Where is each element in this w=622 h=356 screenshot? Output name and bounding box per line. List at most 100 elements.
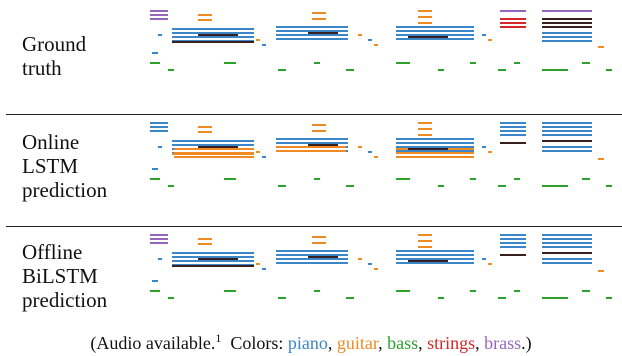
piano-note (542, 150, 592, 152)
bass-note (542, 185, 568, 187)
row-label-online-lstm: Online LSTM prediction (22, 130, 107, 202)
bass-note (514, 178, 520, 180)
piano-note (500, 242, 526, 244)
guitar-note (418, 128, 432, 130)
brass-note (150, 238, 168, 240)
piano-note (276, 38, 348, 40)
bass-note (396, 290, 410, 292)
piano-note (396, 146, 474, 148)
piano-note (308, 144, 338, 146)
legend-guitar: guitar (336, 333, 379, 353)
note-note (368, 39, 372, 41)
bass-note (168, 69, 174, 71)
piano-note (396, 138, 474, 140)
piano-note (276, 254, 348, 256)
note-note (368, 151, 372, 153)
legend-strings: strings (427, 333, 476, 353)
bass-note (346, 185, 354, 187)
strings-note (542, 18, 592, 20)
note-note (488, 39, 492, 41)
piano-note (396, 26, 474, 28)
piano-note (172, 32, 254, 34)
bass-note (168, 185, 174, 187)
strings-note (500, 26, 526, 28)
bass-note (606, 297, 612, 299)
piano-note (198, 258, 238, 260)
guitar-note (198, 243, 212, 245)
guitar-note (598, 46, 604, 48)
piano-note (396, 38, 474, 40)
bass-note (438, 297, 444, 299)
strings-note (500, 22, 526, 24)
guitar-note (396, 152, 474, 154)
row-label-line: LSTM (22, 154, 79, 178)
guitar-note (276, 150, 346, 152)
bass-note (314, 178, 320, 180)
note-note (158, 258, 162, 260)
bass-note (514, 62, 520, 64)
bass-note (582, 290, 590, 292)
guitar-note (418, 22, 432, 24)
piano-note (396, 262, 474, 264)
guitar-note (418, 122, 432, 124)
caption-prefix: (Audio available. (90, 333, 216, 353)
piano-note (396, 30, 474, 32)
piano-note (276, 30, 348, 32)
piano-note (152, 52, 158, 54)
piano-note (150, 130, 168, 132)
guitar-note (276, 146, 346, 148)
bass-note (606, 69, 612, 71)
piano-note (396, 250, 474, 252)
row-divider (6, 114, 622, 115)
bass-note (278, 297, 286, 299)
bass-note (150, 178, 160, 180)
piano-note (198, 146, 238, 148)
bass-note (150, 290, 160, 292)
strings-note (542, 22, 592, 24)
piano-note (500, 246, 526, 248)
bass-note (498, 297, 506, 299)
guitar-note (174, 156, 254, 158)
guitar-note (598, 270, 604, 272)
piano-note (308, 32, 338, 34)
piano-note (408, 260, 448, 262)
piano-note (172, 140, 254, 142)
piano-note (276, 138, 348, 140)
piano-note (198, 34, 238, 36)
piano-note (308, 256, 338, 258)
piano-note (396, 34, 474, 36)
note-note (374, 268, 378, 270)
piano-note (150, 122, 168, 124)
note-note (158, 34, 162, 36)
note-note (374, 44, 378, 46)
brass-note (500, 10, 526, 12)
brass-note (150, 10, 168, 12)
piano-note (500, 254, 526, 256)
piano-roll-offline-bilstm (150, 234, 612, 299)
strings-note (542, 26, 592, 28)
bass-note (438, 185, 444, 187)
row-label-ground-truth: Ground truth (22, 32, 86, 80)
brass-note (150, 18, 168, 20)
piano-note (500, 130, 526, 132)
row-divider (6, 226, 622, 227)
piano-note (500, 142, 526, 144)
piano-note (542, 246, 592, 248)
guitar-note (312, 12, 326, 14)
note-note (374, 156, 378, 158)
piano-note (500, 122, 526, 124)
piano-note (408, 148, 448, 150)
bass-note (224, 62, 236, 64)
piano-note (396, 254, 474, 256)
bass-note (582, 178, 590, 180)
caption-sep: , (378, 333, 388, 353)
guitar-note (312, 130, 326, 132)
note-note (368, 263, 372, 265)
legend-piano: piano (287, 333, 328, 353)
bass-note (542, 297, 568, 299)
guitar-note (198, 14, 212, 16)
piano-note (396, 258, 474, 260)
row-label-line: Online (22, 130, 80, 154)
row-label-line: Offline (22, 240, 83, 264)
guitar-note (396, 156, 474, 158)
